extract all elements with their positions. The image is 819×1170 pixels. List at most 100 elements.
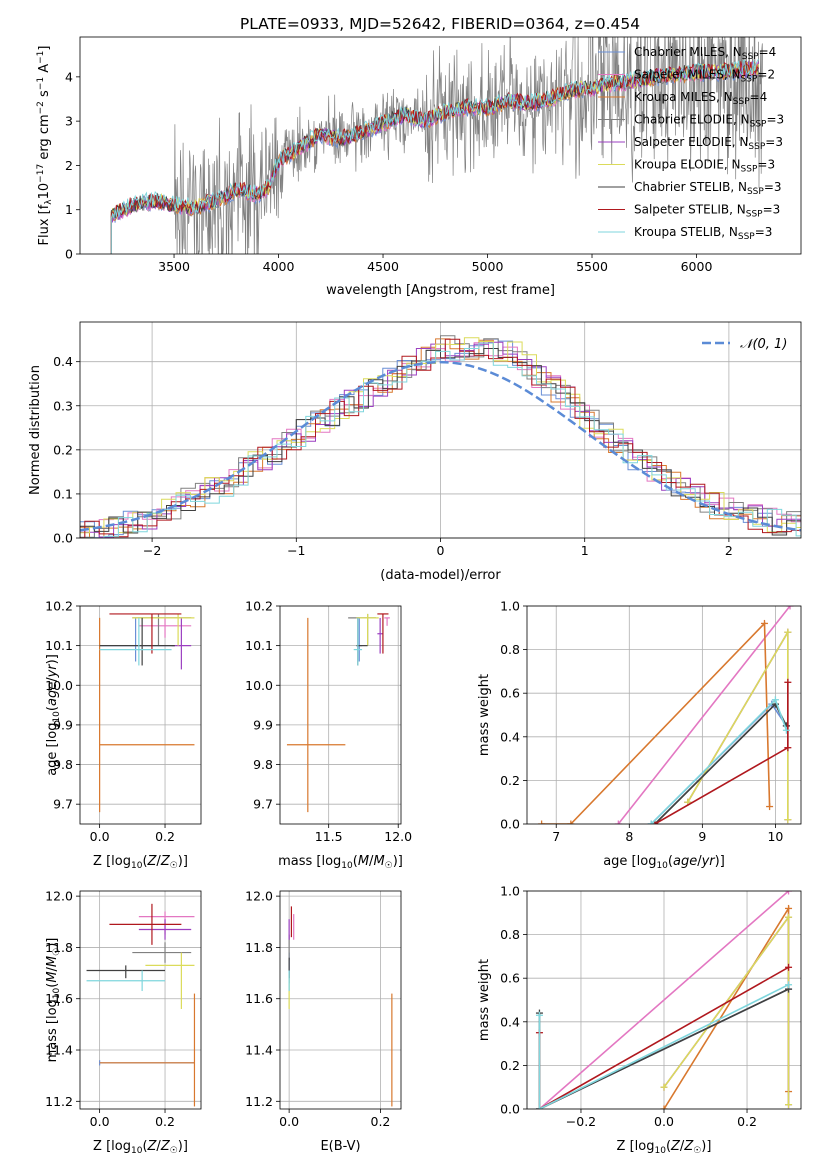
axes-frame: [79, 36, 802, 255]
plot-area: [80, 335, 801, 538]
x-tick-label: 2: [725, 543, 733, 558]
y-axis-label: mass weight: [477, 959, 492, 1041]
x-tick-label: 7: [552, 829, 560, 844]
x-tick-label: 0: [437, 543, 445, 558]
y-tick-label: 0.2: [500, 773, 520, 788]
x-tick-label: 9: [698, 829, 706, 844]
x-tick-label: 1: [581, 543, 589, 558]
age-vs-metallicity-axes: 0.0 0.2 9.7 9.8 9.9 10.0 10.1 10.2 Z [log10(Z/Z☉…: [45, 599, 202, 871]
legend-entry-chabrier-elodie: Chabrier ELODIE, NSSP=3: [634, 113, 784, 130]
axes-frame: [279, 890, 402, 1110]
legend-entry-chabrier-miles: Chabrier MILES, NSSP=4: [634, 45, 776, 62]
y-tick-label: 0.4: [53, 354, 73, 369]
mass-weight-vs-age-axes: 7 8 9 10 0.0 0.2 0.4 0.6 0.8 1.0 age [log10(age/yr…: [477, 599, 802, 871]
series-line-kroupa-stelib: [538, 983, 789, 1109]
y-tick-label: 9.9: [53, 717, 73, 732]
y-tick-label: 1: [65, 202, 73, 217]
y-tick-label: 11.2: [245, 1094, 273, 1109]
y-axis-label: mass [log10(M/M☉)]: [45, 938, 62, 1063]
series-line-salpeter-miles: [538, 891, 790, 1109]
y-tick-label: 0.0: [500, 817, 520, 832]
y-tick-label: 11.4: [45, 1043, 73, 1058]
y-tick-label: 9.7: [253, 797, 273, 812]
histogram-salpeter-stelib: [80, 338, 801, 538]
y-axis-label: age [log10(age/yr)]: [45, 654, 62, 776]
y-tick-label: 0.6: [500, 686, 520, 701]
x-axis-label: (data-model)/error: [380, 568, 501, 583]
y-tick-label: 0.0: [500, 1102, 520, 1117]
legend-entry-salpeter-stelib: Salpeter STELIB, NSSP=3: [634, 203, 780, 220]
x-tick-label: 6000: [681, 259, 713, 274]
x-axis-label: Z [log10(Z/Z☉)]: [93, 854, 188, 871]
grid: [80, 891, 201, 1109]
y-tick-label: 12.0: [245, 889, 273, 904]
x-axis-label: wavelength [Angstrom, rest frame]: [326, 283, 555, 298]
grid: [280, 891, 401, 1109]
legend-entry-salpeter-elodie: Salpeter ELODIE, NSSP=3: [634, 135, 783, 152]
x-axis-label: Z [log10(Z/Z☉)]: [617, 1139, 712, 1156]
plot-area: [99, 613, 195, 813]
plot-area: [86, 903, 196, 1107]
y-tick-label: 11.6: [45, 991, 73, 1006]
y-tick-label: 11.4: [245, 1043, 273, 1058]
y-axis-label: Normed distribution: [28, 365, 43, 495]
y-tick-label: 11.8: [45, 940, 73, 955]
figure-title: PLATE=0933, MJD=52642, FIBERID=0364, z=0…: [240, 15, 640, 33]
x-tick-label: 0.0: [279, 1114, 299, 1129]
model-spectrum-kroupa-stelib: [110, 59, 759, 254]
x-tick-label: 0.2: [737, 1114, 757, 1129]
y-tick-label: 0.4: [500, 1014, 520, 1029]
y-tick-label: 9.8: [53, 757, 73, 772]
y-tick-label: 0.0: [53, 531, 73, 546]
y-tick-label: 0.8: [500, 927, 520, 942]
histogram-salpeter-miles: [80, 342, 801, 538]
axes-frame: [79, 321, 802, 539]
axes-frame: [79, 890, 202, 1110]
legend: Chabrier MILES, NSSP=4 Salpeter MILES, NS…: [598, 45, 784, 242]
x-tick-label: 12.0: [384, 829, 412, 844]
plot-area: [286, 613, 390, 813]
y-tick-label: 11.2: [45, 1094, 73, 1109]
axes-frame: [279, 605, 402, 825]
histogram-chabrier-stelib: [80, 348, 801, 538]
y-tick-label: 3: [65, 114, 73, 129]
histogram-kroupa-miles: [80, 338, 801, 538]
y-axis-label: Flux [fλ10−17 erg cm−2 s−1 A−1]: [36, 46, 54, 246]
plot-area: [538, 606, 794, 824]
axes-frame: [526, 605, 802, 825]
y-tick-label: 10.2: [45, 599, 73, 614]
y-tick-label: 2: [65, 158, 73, 173]
y-tick-label: 4: [65, 69, 73, 84]
y-tick-label: 9.8: [253, 757, 273, 772]
x-tick-label: 0.0: [654, 1114, 674, 1129]
x-tick-label: 0.2: [155, 1114, 175, 1129]
axes-frame: [79, 605, 202, 825]
y-tick-label: 0: [65, 247, 73, 262]
mass-weight-vs-metallicity-axes: −0.2 0.0 0.2 0.0 0.2 0.4 0.6 0.8 1.0 Z [log10(Z/Z…: [477, 884, 802, 1156]
y-tick-label: 0.8: [500, 642, 520, 657]
x-tick-label: 0.2: [155, 829, 175, 844]
y-tick-label: 0.2: [500, 1058, 520, 1073]
histogram-kroupa-elodie: [80, 337, 801, 534]
series-line-kroupa-miles: [663, 905, 790, 1109]
y-tick-label: 11.8: [245, 940, 273, 955]
axes-frame: [526, 890, 802, 1110]
plot-area: [110, 37, 764, 254]
x-tick-label: 0.0: [90, 829, 110, 844]
y-tick-label: 11.6: [245, 991, 273, 1006]
series-line-salpeter-miles: [617, 606, 791, 824]
y-tick-label: 9.7: [53, 797, 73, 812]
y-tick-label: 0.2: [53, 442, 73, 457]
plot-area: [288, 906, 393, 1107]
x-tick-label: 4500: [367, 259, 399, 274]
spectrum-axes: 3500 4000 4500 5000 5500 6000 0 1 2 3 4 wavelength …: [36, 36, 802, 298]
residual-histogram-axes: −2 −1 0 1 2 0.0 0.1 0.2 0.3 0.4 (data-model)/error…: [28, 321, 802, 583]
y-tick-label: 10.1: [45, 638, 73, 653]
x-tick-label: −1: [287, 543, 305, 558]
x-axis-label: age [log10(age/yr)]: [603, 854, 725, 871]
histogram-kroupa-stelib: [80, 342, 801, 538]
x-tick-label: 3500: [158, 259, 190, 274]
mass-vs-extinction-axes: 0.0 0.2 11.2 11.4 11.6 11.8 12.0 E(B-V): [245, 889, 402, 1154]
legend-entry-kroupa-elodie: Kroupa ELODIE, NSSP=3: [634, 158, 775, 175]
